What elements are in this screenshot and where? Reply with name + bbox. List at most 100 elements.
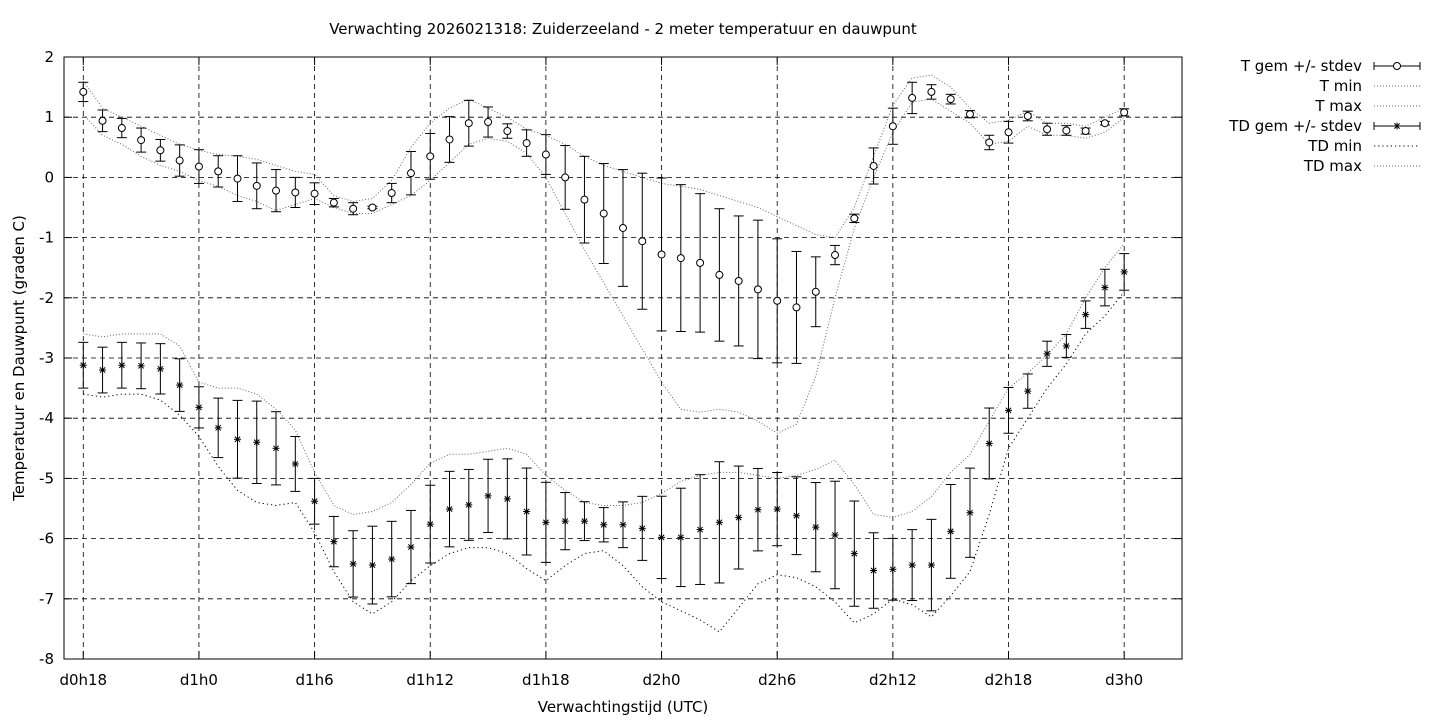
legend: T gem +/- stdev T min T max TD gem +/- stde… <box>1228 57 1421 175</box>
star-marker <box>1043 350 1051 358</box>
star-marker <box>812 523 820 531</box>
star-marker <box>446 505 454 513</box>
star-marker <box>927 561 935 569</box>
star-marker <box>484 492 492 500</box>
circle-marker <box>1081 127 1090 136</box>
circle-marker <box>368 203 377 212</box>
star-marker <box>754 506 762 514</box>
star-marker <box>330 538 338 546</box>
star-marker <box>870 567 878 575</box>
circle-marker <box>522 139 531 148</box>
circle-marker <box>831 251 840 260</box>
star-marker <box>677 533 685 541</box>
y-tick-label: -3 <box>39 349 54 367</box>
star-marker <box>465 501 473 509</box>
y-tick-label: 0 <box>44 168 54 186</box>
star-marker <box>1005 406 1013 414</box>
circle-marker <box>156 146 165 155</box>
x-tick-label: d2h6 <box>758 671 796 689</box>
circle-marker <box>985 138 994 147</box>
star-marker <box>253 438 261 446</box>
series-line <box>82 98 1125 434</box>
y-tick-label: -8 <box>39 650 54 668</box>
star-marker <box>1024 387 1032 395</box>
star-marker <box>214 424 222 432</box>
circle-marker <box>252 181 261 190</box>
circle-marker <box>291 188 300 197</box>
y-tick-label: 1 <box>44 108 54 126</box>
star-marker <box>966 509 974 517</box>
star-marker <box>908 561 916 569</box>
star-marker <box>947 527 955 535</box>
star-marker <box>1082 311 1090 319</box>
star-marker <box>176 381 184 389</box>
circle-marker <box>464 119 473 128</box>
circle-marker <box>310 189 319 198</box>
star-marker <box>349 560 357 568</box>
circle-marker <box>503 127 512 136</box>
star-marker <box>600 521 608 529</box>
star-marker <box>137 362 145 370</box>
circle-marker <box>1062 126 1071 135</box>
y-tick-label: -5 <box>39 469 54 487</box>
star-marker <box>638 524 646 532</box>
circle-marker <box>561 173 570 182</box>
y-tick-label: 2 <box>44 48 54 66</box>
legend-label: T max <box>1314 97 1362 115</box>
circle-marker <box>638 237 647 246</box>
star-marker <box>580 517 588 525</box>
star-marker <box>715 518 723 526</box>
x-tick-label: d1h0 <box>180 671 218 689</box>
circle-marker <box>194 162 203 171</box>
legend-item: T min <box>1319 77 1420 95</box>
star-marker <box>79 361 87 369</box>
star-marker <box>233 435 241 443</box>
circle-marker <box>619 223 627 232</box>
circle-marker <box>734 276 743 285</box>
x-axis-label: Verwachtingstijd (UTC) <box>538 698 709 716</box>
star-marker <box>388 555 396 563</box>
circle-marker <box>1004 128 1013 137</box>
circle-marker <box>657 250 666 259</box>
y-tick-label: -6 <box>39 530 54 548</box>
x-tick-label: d2h12 <box>869 671 917 689</box>
circle-marker <box>908 93 917 102</box>
circle-marker <box>773 296 782 305</box>
x-tick-label: d0h18 <box>59 671 107 689</box>
circle-marker <box>98 116 107 125</box>
star-marker <box>850 550 858 558</box>
legend-item: T max <box>1314 97 1420 115</box>
x-tick-label: d1h12 <box>406 671 454 689</box>
y-axis: -8 -7 -6 -5 -4 -3 -2 -1 0 1 2 <box>39 48 1182 668</box>
star-marker <box>523 508 531 516</box>
legend-item: T gem +/- stdev <box>1240 57 1421 75</box>
circle-marker <box>1120 108 1129 117</box>
star-marker <box>561 517 569 525</box>
circle-marker <box>753 285 762 294</box>
star-marker <box>291 460 299 468</box>
star-marker <box>503 495 511 503</box>
circle-marker <box>79 87 88 96</box>
star-marker <box>1120 268 1128 276</box>
star-marker <box>696 526 704 534</box>
circle-marker <box>965 110 974 119</box>
star-marker <box>619 521 627 529</box>
star-marker <box>735 514 743 522</box>
star-marker <box>156 365 164 373</box>
series-line <box>83 291 1125 633</box>
star-marker <box>792 512 800 520</box>
legend-label: T gem +/- stdev <box>1240 57 1362 75</box>
star-marker <box>407 543 415 551</box>
circle-marker <box>850 214 859 223</box>
star-marker <box>542 518 550 526</box>
legend-item: TD min <box>1307 137 1420 155</box>
circle-marker <box>484 118 493 127</box>
circle-marker <box>811 287 820 296</box>
x-tick-label: d2h0 <box>642 671 680 689</box>
circle-marker <box>715 270 724 279</box>
circle-marker <box>1043 125 1052 134</box>
legend-label: TD max <box>1303 157 1362 175</box>
grid-lines <box>64 57 1182 659</box>
circle-marker <box>272 186 281 195</box>
circle-marker <box>233 174 242 183</box>
